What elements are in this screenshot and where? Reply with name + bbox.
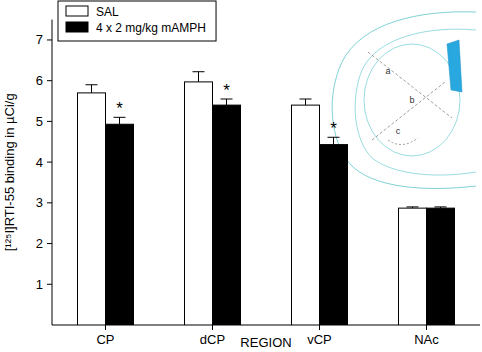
- error-cap: [435, 206, 447, 207]
- legend: SAL 4 x 2 mg/kg mAMPH: [58, 1, 216, 41]
- bar: [213, 105, 241, 325]
- error-bar: [305, 99, 306, 105]
- significance-marker: *: [223, 81, 230, 100]
- bars: [78, 72, 455, 325]
- inset-divider: [388, 138, 418, 145]
- significance-marker: *: [116, 99, 123, 118]
- bar: [292, 105, 320, 325]
- y-tick-label: 7: [36, 32, 43, 47]
- bar: [320, 145, 348, 325]
- bar: [399, 208, 427, 325]
- y-tick: [47, 39, 52, 40]
- inset-label: c: [396, 126, 401, 136]
- error-bar: [91, 85, 92, 93]
- x-tick-label: vCP: [307, 332, 332, 347]
- inset-outline: [332, 12, 476, 189]
- x-tick-label: NAc: [414, 332, 439, 347]
- legend-label: SAL: [96, 5, 119, 19]
- error-cap: [86, 84, 98, 85]
- legend-label: 4 x 2 mg/kg mAMPH: [96, 21, 206, 35]
- y-tick-label: 5: [36, 114, 43, 129]
- bar: [106, 124, 134, 325]
- error-bar: [333, 137, 334, 144]
- bar: [78, 93, 106, 325]
- x-tick: [212, 325, 213, 330]
- y-tick: [47, 284, 52, 285]
- y-tick: [47, 121, 52, 122]
- x-tick-label: dCP: [200, 332, 225, 347]
- legend-box: [58, 1, 216, 41]
- y-tick: [47, 243, 52, 244]
- y-tick: [47, 162, 52, 163]
- error-bar: [198, 72, 199, 82]
- y-tick-label: 3: [36, 195, 43, 210]
- bar: [185, 82, 213, 325]
- x-tick-label: CP: [96, 332, 114, 347]
- bar: [427, 208, 455, 325]
- inset-outline: [355, 29, 476, 175]
- y-tick-label: 2: [36, 236, 43, 251]
- inset-diagram: a b c: [332, 12, 476, 189]
- axes: 1 2 3 4 5 6 7 CP dCP vCP NAc REGION [¹²⁵I]RTI-55 bin…: [2, 20, 480, 350]
- error-bar: [119, 117, 120, 124]
- x-tick: [105, 325, 106, 330]
- y-tick-label: 4: [36, 155, 43, 170]
- error-cap: [300, 99, 312, 100]
- x-tick: [426, 325, 427, 330]
- chart: a b c 1 2 3 4 5 6 7 CP dCP vCP NAc REGION [¹²⁵I]RTI-55 …: [0, 0, 482, 352]
- y-tick-label: 6: [36, 73, 43, 88]
- inset-divider: [368, 52, 452, 118]
- inset-striatum: [364, 44, 460, 156]
- y-axis-line: [52, 20, 53, 325]
- inset-label: a: [385, 66, 390, 76]
- significance-marker: *: [330, 119, 337, 138]
- inset-divider: [372, 82, 445, 140]
- y-axis-label: [¹²⁵I]RTI-55 binding in µCi/g: [2, 93, 17, 251]
- legend-swatch: [66, 22, 88, 32]
- error-cap: [193, 71, 205, 72]
- inset-ventricle: [447, 40, 462, 92]
- y-tick: [47, 202, 52, 203]
- x-axis-label: REGION: [240, 335, 291, 350]
- error-cap: [407, 206, 419, 207]
- x-tick: [319, 325, 320, 330]
- inset-label: b: [409, 95, 414, 105]
- legend-swatch: [66, 6, 88, 16]
- y-tick-label: 1: [36, 277, 43, 292]
- annotations: * * *: [116, 81, 337, 138]
- y-tick: [47, 80, 52, 81]
